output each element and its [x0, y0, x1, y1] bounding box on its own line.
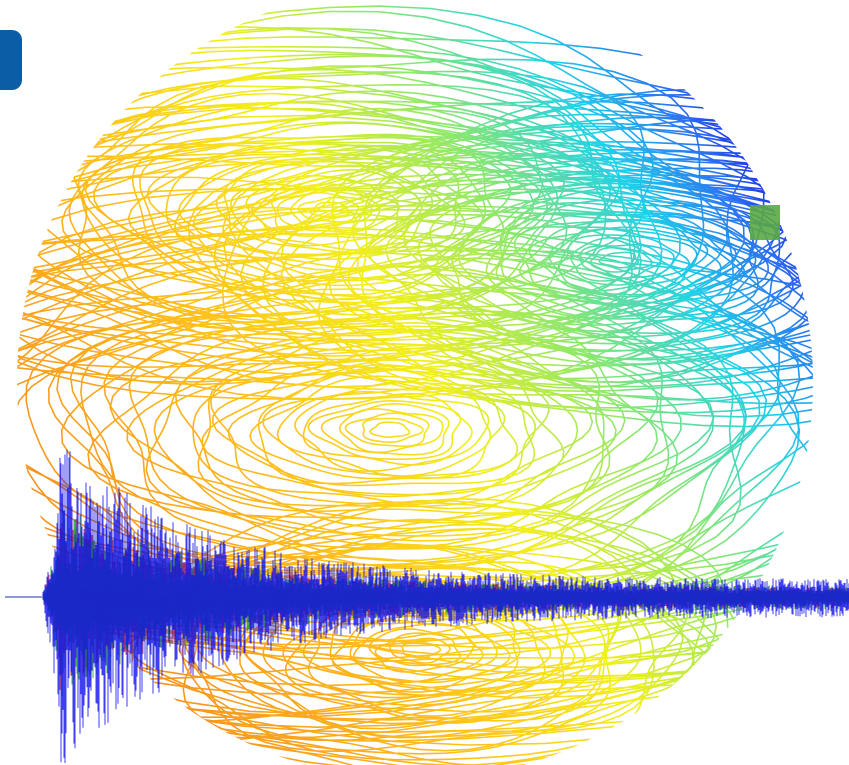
- contour-line: [370, 422, 410, 437]
- illustration: [0, 0, 849, 765]
- corner-tab: [0, 30, 22, 90]
- site-marker: [750, 205, 780, 240]
- contour-line: [354, 624, 483, 676]
- page: (() => { const data = JSON.parse(documen…: [0, 0, 849, 765]
- contour-line: [259, 369, 535, 484]
